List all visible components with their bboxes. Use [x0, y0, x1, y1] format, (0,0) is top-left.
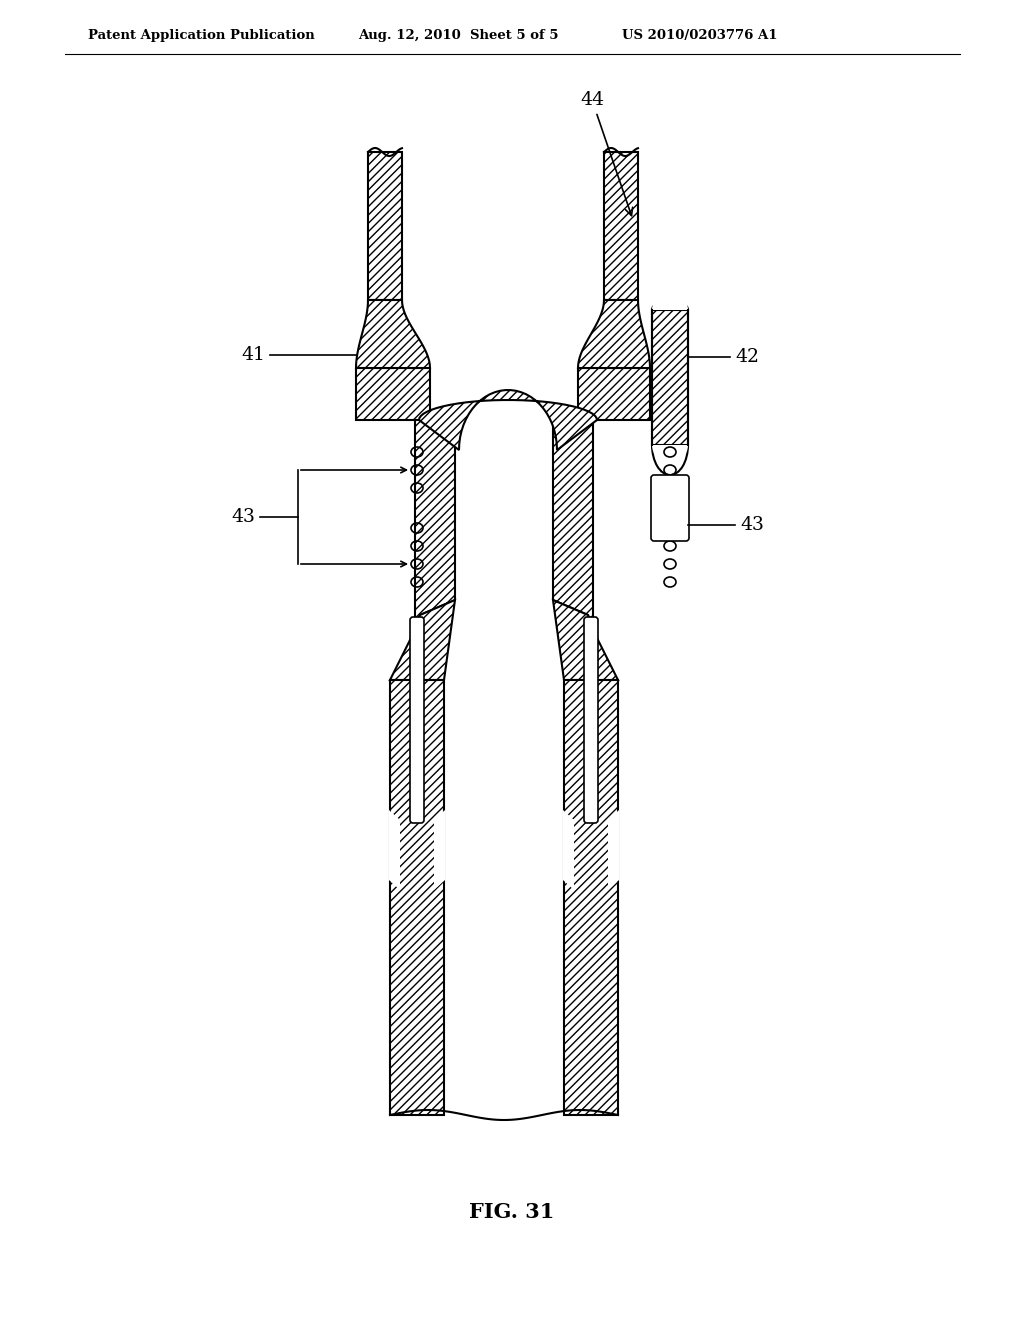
- Polygon shape: [608, 810, 618, 890]
- Wedge shape: [652, 292, 688, 310]
- Text: 43: 43: [740, 516, 764, 535]
- Polygon shape: [604, 152, 638, 300]
- FancyBboxPatch shape: [651, 475, 689, 541]
- Text: 42: 42: [735, 348, 759, 366]
- Polygon shape: [389, 810, 400, 890]
- Polygon shape: [356, 368, 430, 420]
- Polygon shape: [356, 300, 430, 368]
- Polygon shape: [578, 300, 650, 368]
- Text: 44: 44: [580, 91, 633, 215]
- Text: 43: 43: [231, 508, 255, 525]
- Polygon shape: [652, 310, 688, 445]
- Polygon shape: [578, 368, 650, 420]
- Polygon shape: [434, 810, 445, 890]
- Text: 41: 41: [241, 346, 265, 364]
- Wedge shape: [652, 445, 688, 463]
- Polygon shape: [415, 420, 455, 630]
- Polygon shape: [553, 601, 618, 680]
- Polygon shape: [563, 810, 574, 890]
- Text: Aug. 12, 2010  Sheet 5 of 5: Aug. 12, 2010 Sheet 5 of 5: [358, 29, 558, 42]
- Polygon shape: [390, 601, 455, 680]
- Polygon shape: [390, 680, 444, 1115]
- FancyBboxPatch shape: [584, 616, 598, 822]
- Text: Patent Application Publication: Patent Application Publication: [88, 29, 314, 42]
- Text: US 2010/0203776 A1: US 2010/0203776 A1: [622, 29, 777, 42]
- Polygon shape: [564, 680, 618, 1115]
- FancyBboxPatch shape: [410, 616, 424, 822]
- Polygon shape: [553, 420, 593, 630]
- Text: FIG. 31: FIG. 31: [469, 1203, 555, 1222]
- Polygon shape: [419, 391, 597, 450]
- Polygon shape: [368, 152, 402, 300]
